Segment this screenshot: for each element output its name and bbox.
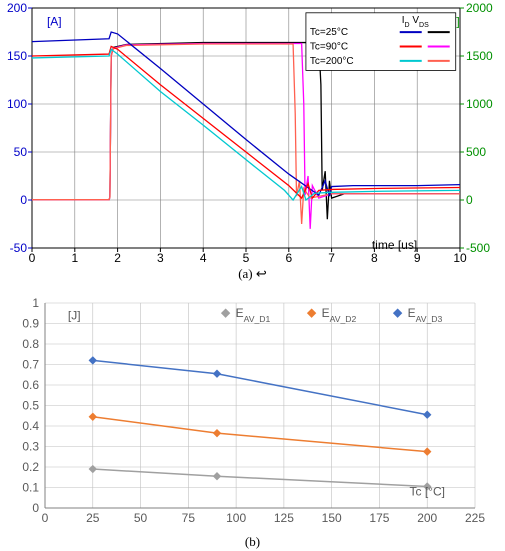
- svg-text:0: 0: [20, 193, 27, 207]
- figure-container: { "chart_a": { "plot_box": { "x": 32, "y…: [0, 0, 505, 551]
- svg-text:25: 25: [86, 511, 100, 525]
- svg-text:0.8: 0.8: [22, 337, 39, 351]
- svg-text:Tc=200°C: Tc=200°C: [310, 56, 354, 67]
- svg-text:0: 0: [42, 511, 49, 525]
- svg-text:225: 225: [465, 511, 485, 525]
- chart-b-svg: 0 25 50 75 100 125 150 175 200 225 0 0.1 0.2 0.3 0.4 0.…: [0, 295, 505, 533]
- svg-text:EAV_D3: EAV_D3: [408, 306, 443, 324]
- svg-text:3: 3: [157, 251, 164, 265]
- svg-text:EAV_D1: EAV_D1: [236, 306, 271, 324]
- svg-text:2: 2: [114, 251, 121, 265]
- svg-text:0: 0: [29, 251, 36, 265]
- svg-text:0.2: 0.2: [22, 460, 39, 474]
- svg-text:0.3: 0.3: [22, 440, 39, 454]
- svg-text:-50: -50: [10, 241, 28, 255]
- chart-a-caption: (a) ↩: [0, 266, 505, 282]
- svg-text:-500: -500: [466, 241, 490, 255]
- svg-text:8: 8: [371, 251, 378, 265]
- svg-text:0.1: 0.1: [22, 481, 39, 495]
- svg-text:2000: 2000: [466, 1, 493, 15]
- svg-text:0.7: 0.7: [22, 358, 39, 372]
- svg-text:1500: 1500: [466, 49, 493, 63]
- svg-text:0.4: 0.4: [22, 419, 39, 433]
- svg-text:time [us]: time [us]: [372, 238, 417, 252]
- svg-text:50: 50: [14, 145, 28, 159]
- svg-text:4: 4: [200, 251, 207, 265]
- chart-b: 0 25 50 75 100 125 150 175 200 225 0 0.1 0.2 0.3 0.4 0.…: [0, 295, 505, 545]
- svg-text:5: 5: [243, 251, 250, 265]
- svg-text:1: 1: [71, 251, 78, 265]
- chart-a-svg: 012345678910-50050100150200-500050010001…: [0, 0, 505, 280]
- svg-text:200: 200: [7, 1, 27, 15]
- svg-text:0.5: 0.5: [22, 399, 39, 413]
- svg-text:100: 100: [226, 511, 246, 525]
- svg-text:Tc=25°C: Tc=25°C: [310, 27, 348, 38]
- svg-text:0.6: 0.6: [22, 378, 39, 392]
- svg-text:0: 0: [32, 501, 39, 515]
- svg-text:10: 10: [453, 251, 467, 265]
- chart-a: 012345678910-50050100150200-500050010001…: [0, 0, 505, 280]
- svg-text:[J]: [J]: [68, 308, 81, 322]
- svg-text:75: 75: [182, 511, 196, 525]
- svg-text:0: 0: [466, 193, 473, 207]
- svg-text:[A]: [A]: [47, 15, 62, 29]
- svg-text:1: 1: [32, 296, 39, 310]
- chart-b-caption: (b): [0, 534, 505, 550]
- svg-text:150: 150: [7, 49, 27, 63]
- svg-text:500: 500: [466, 145, 486, 159]
- svg-text:200: 200: [417, 511, 437, 525]
- svg-text:Tc=90°C: Tc=90°C: [310, 42, 348, 53]
- svg-text:6: 6: [285, 251, 292, 265]
- svg-text:0.9: 0.9: [22, 317, 39, 331]
- svg-text:9: 9: [414, 251, 421, 265]
- svg-text:Tc [°C]: Tc [°C]: [409, 485, 444, 499]
- svg-text:7: 7: [328, 251, 335, 265]
- svg-text:150: 150: [322, 511, 342, 525]
- svg-text:125: 125: [274, 511, 294, 525]
- svg-text:50: 50: [134, 511, 148, 525]
- svg-text:1000: 1000: [466, 97, 493, 111]
- svg-text:100: 100: [7, 97, 27, 111]
- svg-text:175: 175: [369, 511, 389, 525]
- svg-text:EAV_D2: EAV_D2: [322, 306, 357, 324]
